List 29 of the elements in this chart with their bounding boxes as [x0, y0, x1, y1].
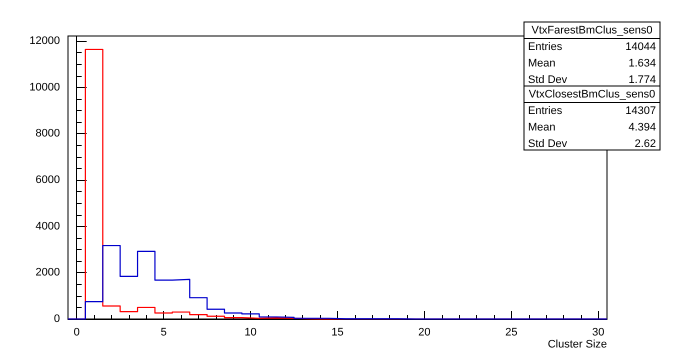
y-tick-label: 4000 [36, 220, 60, 232]
annotation: Entries [528, 104, 563, 117]
annotation: Entries [528, 40, 563, 53]
annotation: VtxFarestBmClus_sens0 [531, 24, 653, 36]
text: 2.62 [634, 138, 656, 150]
annotation: VtxClosestBmClus_sens0 [528, 88, 656, 100]
text: 1.774 [628, 74, 656, 86]
y-tick-label: 2000 [36, 266, 60, 279]
x-tick-label: 15 [331, 326, 344, 338]
y-tick-label: 0 [54, 313, 60, 325]
y-tick-label: 8000 [36, 128, 60, 140]
x-tick-label: 30 [592, 326, 604, 338]
x-tick-label: 25 [505, 326, 518, 338]
text: 1.634 [628, 57, 656, 70]
annotation: Mean [528, 121, 556, 134]
y-tick-label: 6000 [36, 174, 60, 186]
text: 14044 [625, 40, 656, 53]
x-tick-label: 20 [418, 326, 431, 338]
annotation: Std Dev [528, 138, 568, 150]
y-tick-label: 12000 [29, 35, 60, 48]
annotation: Mean [528, 57, 556, 70]
x-tick-label: 10 [244, 326, 257, 338]
x-axis-title: Cluster Size [548, 338, 607, 350]
annotation: Std Dev [528, 74, 568, 86]
x-tick-label: 5 [160, 326, 167, 338]
x-tick-label: 0 [74, 326, 80, 338]
y-tick-label: 10000 [29, 81, 60, 94]
text: 14307 [625, 104, 656, 117]
text: 4.394 [628, 121, 656, 134]
